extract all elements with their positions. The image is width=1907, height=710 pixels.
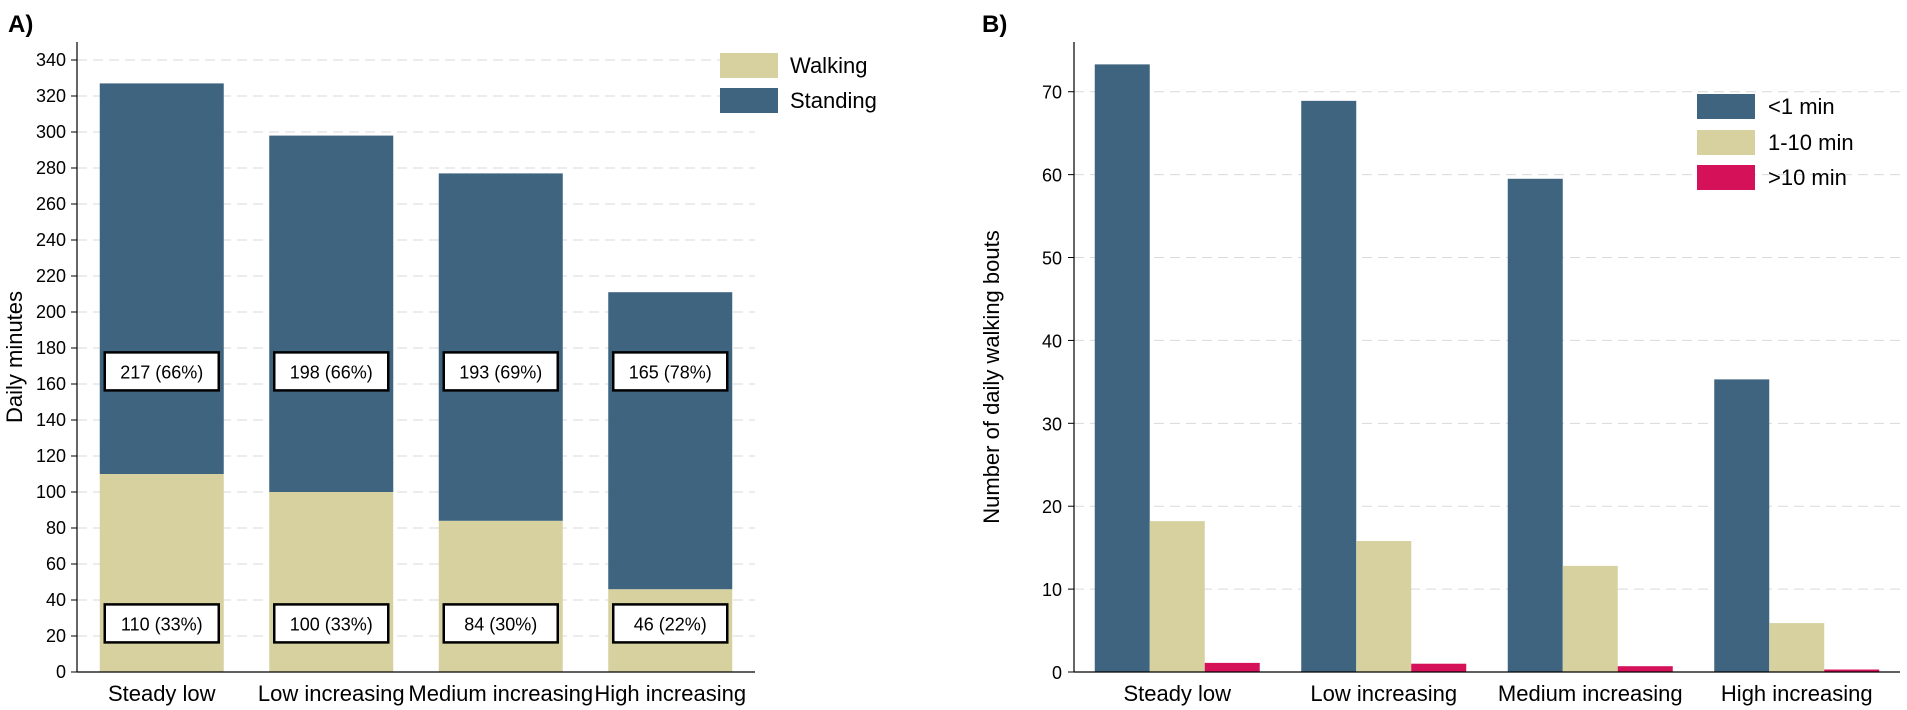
y-tick-label: 160 — [36, 374, 66, 394]
data-label-box — [442, 603, 559, 644]
data-label-box — [612, 351, 729, 392]
y-tick-label: 60 — [46, 554, 66, 574]
y-tick-label: 120 — [36, 446, 66, 466]
data-label: 84 (30%) — [464, 614, 537, 634]
data-label-box — [442, 351, 559, 392]
y-tick-label: 30 — [1042, 414, 1062, 434]
bar-b1to10 — [1356, 541, 1412, 672]
data-label-box — [612, 603, 729, 644]
panel-b: B) 0 10 20 30 40 50 60 70 Steady low Low increasin… — [979, 11, 1900, 706]
y-tick-label: 340 — [36, 50, 66, 70]
data-label: 193 (69%) — [459, 362, 542, 382]
y-tick-label: 280 — [36, 158, 66, 178]
y-tick-label: 20 — [46, 626, 66, 646]
legend-swatch-standing — [720, 88, 778, 113]
standing-bar — [438, 173, 563, 521]
legend-swatch-gt10 — [1697, 165, 1755, 190]
bar-lt1 — [1714, 379, 1770, 672]
bar-b1to10 — [1562, 565, 1618, 672]
x-category-label: Steady low — [108, 681, 216, 706]
y-tick-label: 60 — [1042, 166, 1062, 186]
y-tick-label: 0 — [56, 662, 66, 682]
standing-bar — [608, 292, 733, 590]
y-tick-label: 40 — [1042, 331, 1062, 351]
y-tick-label: 140 — [36, 410, 66, 430]
data-label: 198 (66%) — [290, 362, 373, 382]
bar-gt10 — [1204, 662, 1260, 672]
standing-bar — [269, 135, 394, 492]
y-tick-label: 180 — [36, 338, 66, 358]
legend-swatch-walking — [720, 53, 778, 78]
data-label-box — [273, 351, 390, 392]
y-tick-label: 100 — [36, 482, 66, 502]
bar-b1to10 — [1149, 521, 1205, 672]
y-tick-label: 20 — [1042, 497, 1062, 517]
data-label-box — [273, 603, 390, 644]
y-tick-label: 0 — [1052, 663, 1062, 683]
bar-lt1 — [1507, 178, 1563, 673]
x-category-label: Medium increasing — [408, 681, 593, 706]
bar-lt1 — [1301, 100, 1357, 672]
data-label-box — [103, 603, 220, 644]
data-label: 165 (78%) — [629, 362, 712, 382]
bar-gt10 — [1411, 663, 1467, 672]
panel-a-label: A) — [8, 11, 33, 38]
y-tick-label: 240 — [36, 230, 66, 250]
panel-b-label: B) — [982, 11, 1007, 38]
legend-swatch-lt1 — [1697, 94, 1755, 119]
y-tick-label: 40 — [46, 590, 66, 610]
walking-bar — [269, 492, 394, 672]
y-tick-label: 320 — [36, 86, 66, 106]
x-category-label: High increasing — [1721, 681, 1873, 706]
legend-label-walking: Walking — [790, 53, 867, 78]
x-category-label: Low increasing — [258, 681, 405, 706]
panel-a: A) 0 20 40 60 80 100 120 140 160 180 200 220 240 260 28… — [2, 11, 877, 706]
legend-label-lt1: <1 min — [1768, 94, 1835, 119]
x-category-label: Steady low — [1123, 681, 1231, 706]
y-tick-label: 50 — [1042, 249, 1062, 269]
y-axis-title: Daily minutes — [2, 291, 27, 423]
y-tick-label: 260 — [36, 194, 66, 214]
bar-gt10 — [1824, 669, 1880, 672]
legend-label-standing: Standing — [790, 88, 877, 113]
x-category-label: Low increasing — [1310, 681, 1457, 706]
data-label: 46 (22%) — [634, 614, 707, 634]
bar-gt10 — [1617, 666, 1673, 672]
y-tick-label: 220 — [36, 266, 66, 286]
y-tick-label: 200 — [36, 302, 66, 322]
x-category-label: High increasing — [594, 681, 746, 706]
y-axis-title: Number of daily walking bouts — [979, 230, 1004, 523]
x-category-label: Medium increasing — [1498, 681, 1683, 706]
legend-swatch-b1to10 — [1697, 130, 1755, 155]
legend-label-gt10: >10 min — [1768, 165, 1847, 190]
data-label: 217 (66%) — [120, 362, 203, 382]
data-label-box — [103, 351, 220, 392]
y-tick-label: 70 — [1042, 83, 1062, 103]
standing-bar — [99, 83, 224, 475]
bar-lt1 — [1094, 64, 1150, 672]
walking-bar — [438, 520, 563, 672]
y-tick-label: 10 — [1042, 580, 1062, 600]
data-label: 100 (33%) — [290, 614, 373, 634]
bar-b1to10 — [1769, 623, 1825, 672]
y-tick-label: 300 — [36, 122, 66, 142]
y-tick-label: 80 — [46, 518, 66, 538]
legend-label-b1to10: 1-10 min — [1768, 130, 1854, 155]
data-label: 110 (33%) — [121, 614, 203, 634]
